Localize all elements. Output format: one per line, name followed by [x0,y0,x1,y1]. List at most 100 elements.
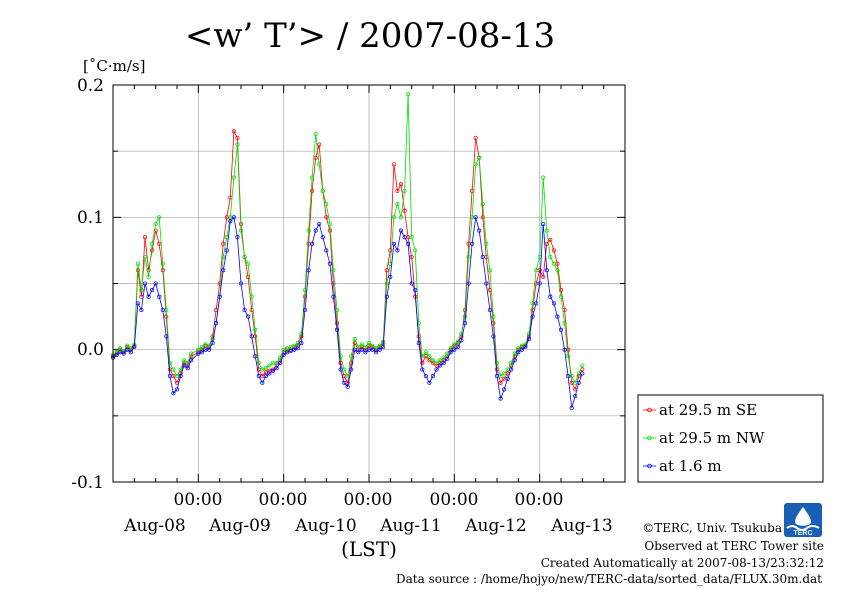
series-2-point-38 [249,334,254,339]
series-1-point-74 [377,343,382,348]
series-0-point-125 [558,288,564,293]
series-1-point-87 [423,350,428,355]
series-0-point-11 [150,248,155,253]
x-tick-date-1: Aug-09 [208,516,270,536]
series-0-point-30 [221,241,226,246]
series-1-point-5 [128,346,133,351]
series-1-point-66 [349,354,354,359]
series-2-point-53 [302,307,308,313]
series-1-point-19 [178,367,183,372]
series-0-point-103 [480,215,485,220]
series-1-point-34 [235,142,240,147]
series-0-point-83 [409,254,414,260]
series-2-point-128 [569,405,574,410]
series-1-point-125 [558,294,564,299]
series-2-point-95 [452,347,457,352]
series-2-point-46 [278,360,283,365]
series-2-point-89 [430,374,436,379]
series-1-point-73 [374,346,379,351]
series-2-point-124 [555,314,560,319]
series-1-point-112 [512,351,517,356]
series-2-point-105 [487,307,492,313]
series-0-point-59 [324,215,329,220]
series-1 [110,92,585,385]
series-2-point-35 [238,281,244,286]
series-0-point-62 [334,321,340,326]
series-2-point-5 [128,350,133,355]
series-2-point-126 [562,347,567,352]
series-2-point-123 [551,301,556,306]
legend-label-1: at 29.5 m NW [659,429,765,447]
series-1-point-60 [327,221,332,227]
series-1-point-79 [395,202,400,207]
series-1-point-23 [196,347,201,352]
series-2-point-7 [135,301,140,306]
series-2-point-118 [534,301,539,306]
series-2-point-103 [480,254,485,260]
series-1-point-99 [466,254,471,260]
series-0 [110,129,585,392]
series-1-point-7 [135,261,140,266]
series-0-point-78 [391,162,396,167]
series-2-point-59 [324,248,329,253]
y-tick-label-3: -0.1 [71,473,104,493]
series-2-point-72 [370,347,375,352]
series-1-point-126 [562,321,567,326]
series-1-point-131 [580,363,585,368]
series-2-point-125 [558,327,564,332]
series-2-point-15 [164,334,169,339]
series-1-point-9 [142,254,148,260]
series-1-point-104 [484,241,489,246]
series-2-point-109 [502,387,507,392]
series-1-point-118 [534,268,539,273]
series-1-point-127 [566,354,571,359]
series-1-point-47 [281,347,286,352]
series-2-point-22 [189,358,194,363]
series-0-point-123 [551,248,556,253]
series-2-point-64 [342,380,347,385]
footer-source: Data source : /home/hojyo/new/TERC-data/… [396,572,822,586]
series-1-point-113 [516,346,521,351]
series-0-point-86 [420,360,425,365]
series-2-point-74 [377,347,382,352]
series-1-point-2 [118,346,123,351]
series-2-point-34 [235,235,240,240]
series-1-point-116 [526,331,532,336]
series-2-point-83 [409,281,414,286]
series-2-point-28 [214,321,219,326]
series-1-point-22 [189,351,194,356]
series-2-point-42 [263,374,268,379]
series-1-point-109 [502,371,507,376]
series-2-point-19 [178,374,183,379]
series-1-point-11 [150,241,155,246]
series-2-point-41 [260,380,265,385]
series-2-point-12 [153,281,158,286]
series-1-point-102 [477,155,482,160]
series-2-point-73 [374,350,379,355]
legend-box [637,394,824,483]
legend-marker-1 [647,435,652,441]
series-1-point-107 [494,360,500,365]
series-2-point-31 [224,248,229,253]
series-2-point-32 [228,219,233,224]
series-1-point-24 [199,344,204,350]
series-2-point-54 [306,268,311,273]
series-2-point-121 [544,268,549,273]
series-2-point-55 [310,241,315,246]
series-0-point-77 [388,248,393,253]
series-2-point-1 [114,352,119,358]
series-2-point-112 [512,358,517,363]
series-1-point-89 [430,358,436,363]
series-2-point-65 [345,384,350,389]
series-1-point-114 [519,343,524,348]
series-2-point-116 [526,337,532,342]
series-2-point-37 [246,314,251,319]
series-1-point-50 [292,343,297,348]
terc-logo-text: TERC [793,530,812,537]
series-2-point-9 [142,281,148,286]
terc-logo: TERC [784,503,822,537]
series-1-point-101 [473,162,478,167]
series-1-point-122 [548,254,553,260]
series-2-point-43 [267,371,272,376]
series-2-point-8 [139,307,144,313]
